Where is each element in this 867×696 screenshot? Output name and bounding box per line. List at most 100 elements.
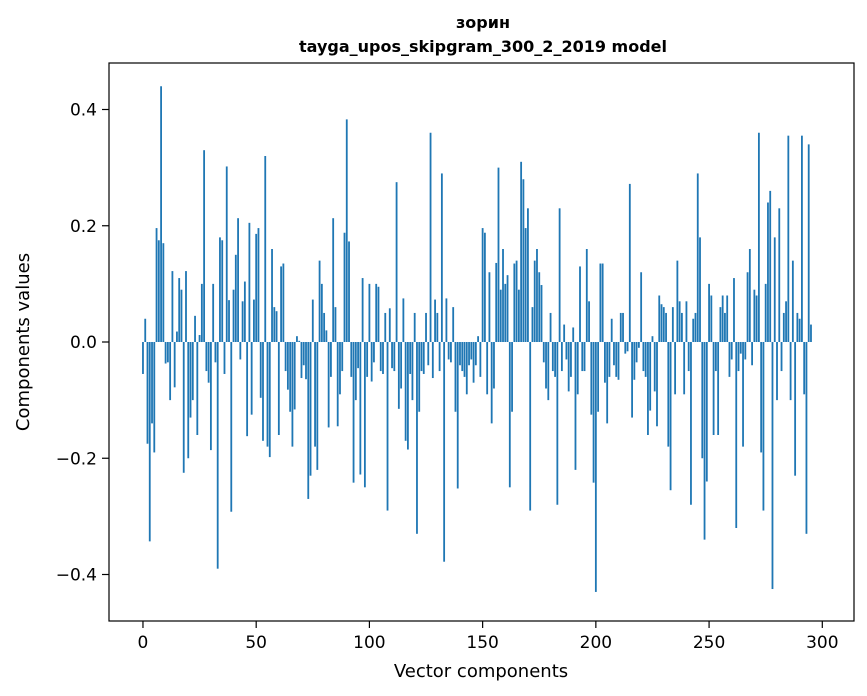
- x-tick-label-300: 300: [806, 633, 838, 653]
- bar-34: [219, 237, 221, 342]
- bar-245: [696, 173, 699, 342]
- bar-75: [311, 299, 314, 342]
- bar-277: [769, 190, 772, 343]
- bar-116: [404, 342, 407, 441]
- bar-218: [635, 342, 638, 363]
- bar-119: [411, 342, 414, 401]
- bar-239: [683, 342, 686, 395]
- bar-13: [171, 271, 174, 342]
- bar-233: [669, 342, 672, 491]
- bar-0: [142, 342, 144, 374]
- bar-271: [755, 295, 758, 342]
- bar-215: [628, 183, 631, 342]
- bar-286: [789, 342, 792, 401]
- bar-81: [325, 330, 328, 343]
- bar-255: [719, 307, 722, 342]
- bar-8: [160, 86, 162, 342]
- bar-278: [771, 342, 774, 590]
- bar-42: [237, 218, 239, 342]
- bar-25: [198, 335, 201, 342]
- bar-6: [155, 228, 158, 342]
- bar-159: [502, 249, 504, 342]
- bar-155: [493, 342, 495, 389]
- bar-53: [262, 342, 264, 441]
- bar-279: [773, 237, 776, 342]
- x-tick-label-250: 250: [693, 633, 725, 653]
- bar-263: [737, 342, 740, 372]
- bar-31: [212, 283, 215, 343]
- bar-9: [162, 243, 165, 342]
- bar-144: [468, 342, 470, 366]
- bar-241: [687, 342, 690, 372]
- bar-212: [622, 312, 624, 342]
- bar-206: [608, 342, 611, 377]
- bar-290: [798, 318, 801, 342]
- bar-249: [705, 342, 708, 482]
- bar-198: [590, 342, 593, 415]
- bar-79: [320, 283, 323, 343]
- bar-244: [694, 312, 697, 342]
- bar-112: [395, 182, 398, 342]
- bar-187: [565, 342, 568, 360]
- bar-14: [173, 342, 176, 388]
- bar-59: [275, 311, 278, 342]
- bar-140: [459, 342, 461, 366]
- bar-55: [266, 342, 269, 447]
- bar-19: [185, 271, 187, 342]
- bar-103: [375, 283, 378, 343]
- bar-117: [407, 342, 409, 450]
- bar-164: [513, 263, 516, 342]
- bar-230: [662, 307, 665, 342]
- bar-272: [757, 132, 760, 342]
- bar-29: [207, 342, 210, 383]
- bar-177: [542, 342, 545, 363]
- bar-162: [508, 342, 511, 488]
- bar-247: [701, 342, 704, 459]
- bar-102: [373, 342, 375, 363]
- bar-1: [144, 318, 147, 342]
- bar-135: [447, 342, 450, 360]
- bar-83: [330, 342, 332, 377]
- bar-141: [461, 342, 464, 372]
- bar-67: [293, 342, 296, 410]
- bar-163: [511, 342, 513, 412]
- bar-38: [228, 300, 230, 342]
- bar-213: [624, 342, 627, 354]
- bar-174: [536, 249, 538, 342]
- bar-156: [495, 262, 498, 342]
- bar-208: [613, 342, 615, 366]
- bar-115: [402, 298, 405, 342]
- bar-151: [483, 232, 486, 342]
- bar-216: [631, 342, 633, 418]
- bar-106: [382, 342, 384, 374]
- bar-100: [368, 283, 371, 343]
- bar-30: [209, 342, 212, 451]
- bar-68: [296, 336, 298, 342]
- bar-273: [760, 342, 763, 453]
- bar-282: [780, 342, 783, 372]
- y-tick-label-4: 0.4: [70, 101, 97, 121]
- bar-26: [200, 283, 203, 343]
- bar-211: [619, 312, 622, 342]
- bar-48: [250, 342, 253, 415]
- bar-152: [486, 342, 489, 395]
- bar-183: [556, 342, 559, 505]
- bar-175: [538, 272, 541, 342]
- bar-189: [570, 342, 572, 377]
- bar-35: [221, 240, 224, 342]
- bar-99: [366, 342, 369, 377]
- bar-267: [746, 272, 749, 342]
- bar-229: [660, 304, 663, 342]
- bar-104: [377, 286, 380, 342]
- bar-182: [554, 342, 556, 377]
- bar-281: [778, 208, 781, 342]
- bar-150: [481, 228, 484, 342]
- bar-2: [146, 342, 149, 444]
- bar-204: [604, 342, 606, 383]
- bar-123: [420, 342, 423, 372]
- bar-166: [517, 289, 520, 342]
- bar-292: [803, 342, 806, 395]
- bar-78: [318, 260, 321, 343]
- bar-157: [497, 167, 500, 342]
